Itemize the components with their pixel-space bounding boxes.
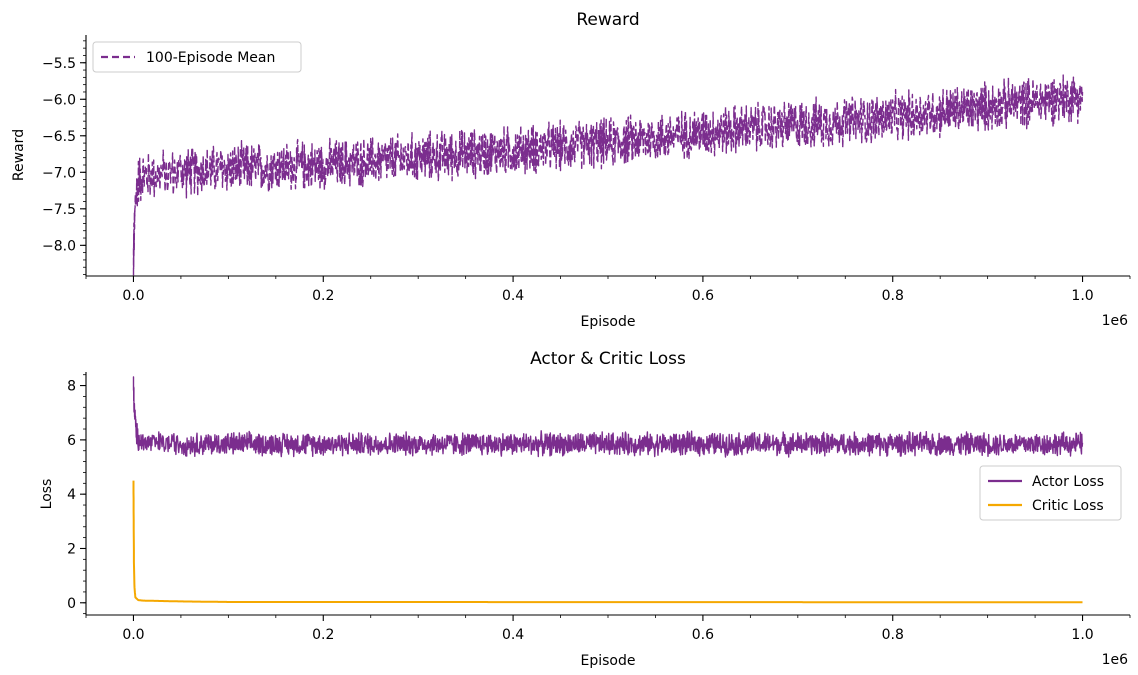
reward-x-axis-label: Episode: [581, 314, 636, 330]
x-tick-label: 0.2: [312, 288, 334, 304]
reward-legend: 100-Episode Mean: [92, 41, 302, 73]
loss-panel: Actor & Critic Loss 0.0 0.2 0.4 0.6 0.8 1.0 0…: [39, 349, 1131, 669]
series-line-actor-loss: [132, 376, 1084, 458]
y-tick-label: 6: [67, 433, 76, 449]
x-tick-label: 0.2: [312, 627, 334, 643]
loss-y-axis-label: Loss: [39, 479, 55, 510]
x-tick-label: 0.8: [882, 627, 904, 643]
x-tick-label: 0.0: [122, 627, 144, 643]
loss-legend: Actor Loss Critic Loss: [979, 465, 1122, 521]
y-tick-label: −5.5: [42, 56, 76, 72]
y-tick-label: −6.5: [42, 129, 76, 145]
x-tick-label: 0.6: [692, 627, 714, 643]
loss-x-ticks: 0.0 0.2 0.4 0.6 0.8 1.0: [85, 615, 1131, 643]
y-tick-label: −7.0: [42, 165, 76, 181]
reward-y-ticks: −8.0 −7.5 −7.0 −6.5 −6.0 −5.5: [42, 40, 86, 275]
reward-panel: Reward 0.0 0.2 0.4 0.6 0.8 1.0 −8.0 −7.5 −7.0 −6…: [11, 10, 1131, 330]
reward-y-axis-label: Reward: [11, 129, 27, 181]
x-tick-label: 0.4: [502, 627, 524, 643]
loss-x-offset-label: 1e6: [1102, 652, 1129, 668]
y-tick-label: 8: [67, 379, 76, 395]
x-tick-label: 0.8: [882, 288, 904, 304]
x-tick-label: 1.0: [1071, 288, 1093, 304]
y-tick-label: −7.5: [42, 202, 76, 218]
reward-series-layer: [132, 74, 1084, 278]
series-line-critic-loss: [132, 480, 1084, 604]
reward-x-ticks: 0.0 0.2 0.4 0.6 0.8 1.0: [85, 276, 1131, 304]
series-line-100-episode-mean: [132, 74, 1084, 278]
y-tick-label: 2: [67, 541, 76, 557]
y-tick-label: 0: [67, 596, 76, 612]
reward-chart-title: Reward: [576, 10, 639, 30]
y-tick-label: −8.0: [42, 238, 76, 254]
x-tick-label: 1.0: [1071, 627, 1093, 643]
reward-legend-label: 100-Episode Mean: [146, 50, 275, 66]
reward-legend-box: [92, 41, 302, 73]
loss-chart-title: Actor & Critic Loss: [530, 349, 686, 369]
loss-y-ticks: 0 2 4 6 8: [67, 374, 86, 615]
y-tick-label: 4: [67, 487, 76, 503]
y-tick-label: −6.0: [42, 92, 76, 108]
x-tick-label: 0.0: [122, 288, 144, 304]
x-tick-label: 0.4: [502, 288, 524, 304]
critic-loss-legend-label: Critic Loss: [1032, 498, 1104, 514]
x-tick-label: 0.6: [692, 288, 714, 304]
loss-x-axis-label: Episode: [581, 653, 636, 669]
loss-legend-box: [979, 465, 1122, 521]
reward-x-offset-label: 1e6: [1102, 313, 1129, 329]
loss-series-layer: [132, 376, 1084, 604]
actor-loss-legend-label: Actor Loss: [1032, 474, 1104, 490]
